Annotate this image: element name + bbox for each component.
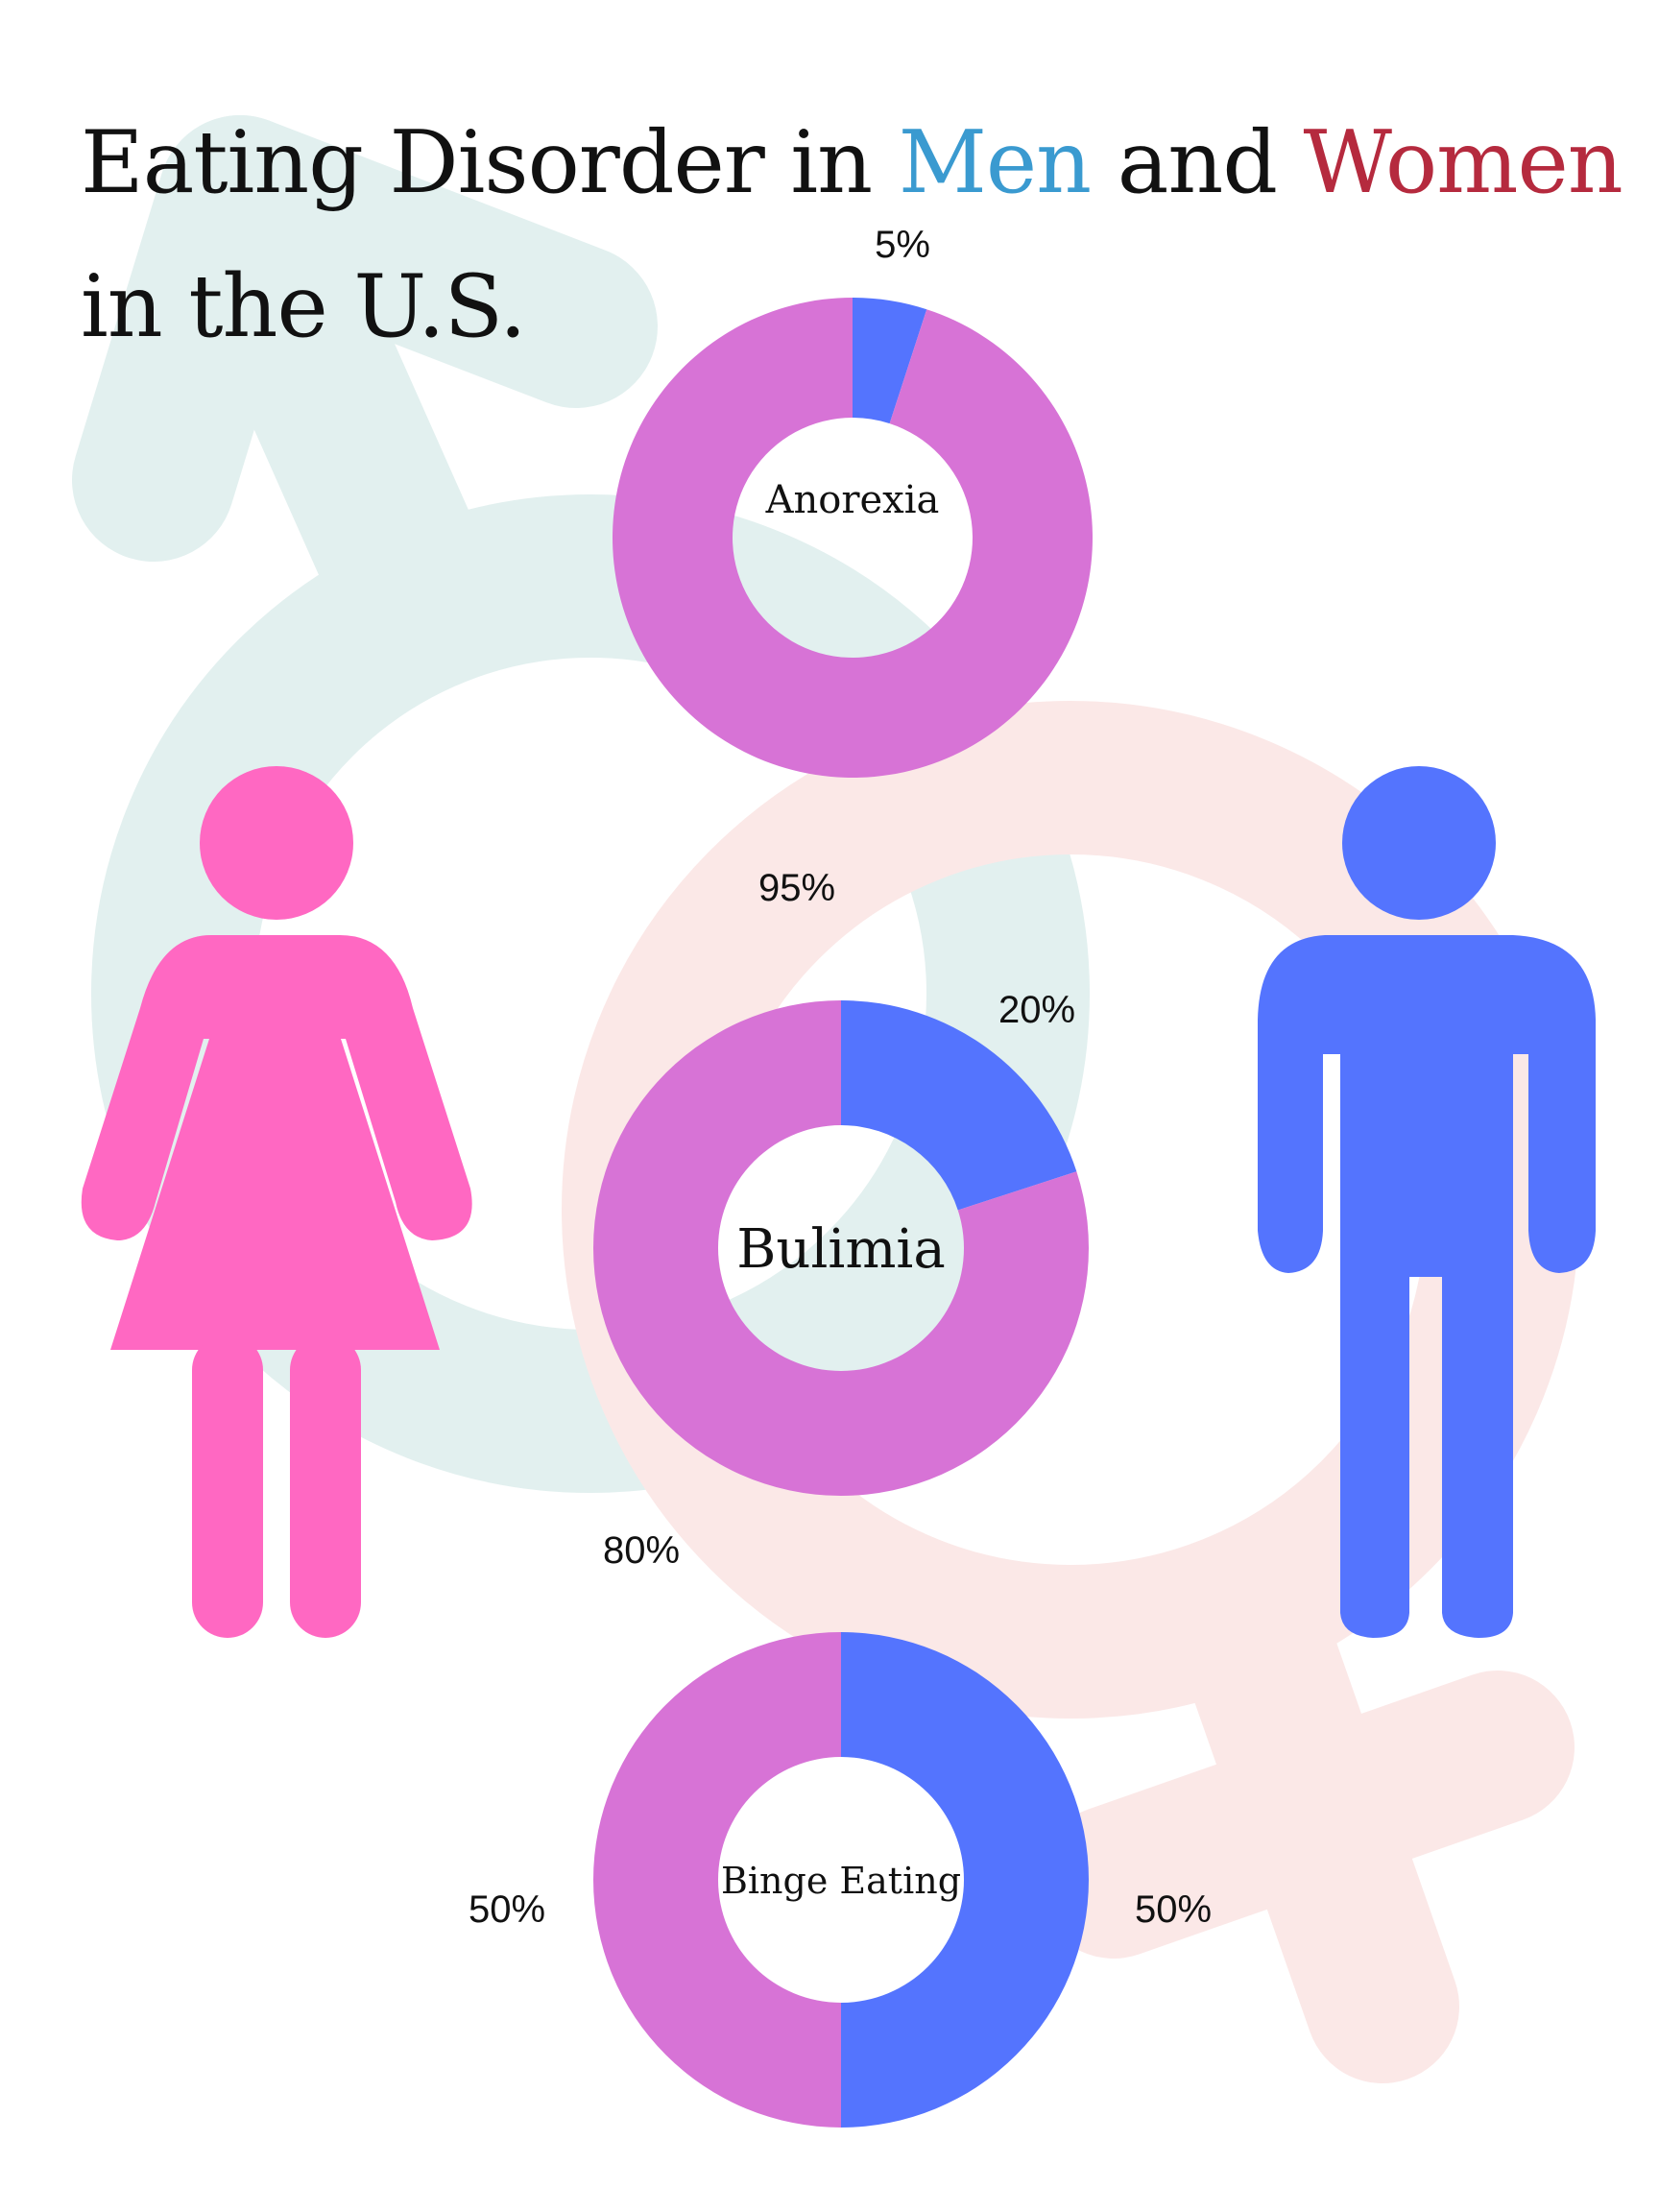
chart-center-label: Anorexia — [765, 478, 940, 522]
slice-women — [613, 298, 1093, 778]
title-part-1: Eating Disorder in — [81, 112, 899, 213]
slice-label-women: 95% — [758, 867, 835, 909]
woman-figure-icon — [81, 766, 472, 1638]
slice-men — [853, 298, 927, 424]
slice-label-women: 50% — [469, 1888, 545, 1931]
man-figure-icon — [1258, 766, 1596, 1638]
title-men: Men — [898, 112, 1092, 213]
donut-chart-0: 5% 95% Anorexia — [613, 224, 1093, 909]
title-women: Women — [1303, 112, 1623, 213]
slice-women — [592, 1000, 1089, 1496]
slice-women — [593, 1632, 841, 2128]
title-part-3: in the U.S. — [81, 256, 527, 357]
donut-chart-2: 50% 50% Binge Eating — [469, 1632, 1212, 2128]
donut-charts: 5% 95% Anorexia 20% 80% Bulimia 50% 50% Binge Ea… — [469, 224, 1212, 2128]
slice-label-men: 20% — [998, 989, 1075, 1031]
slice-label-men: 50% — [1135, 1888, 1212, 1931]
slice-men — [841, 1000, 1077, 1211]
page-title: Eating Disorder in Men and Women in the … — [81, 91, 1636, 379]
chart-center-label: Binge Eating — [721, 1860, 961, 1902]
title-part-2: and — [1091, 112, 1304, 213]
donut-chart-1: 20% 80% Bulimia — [592, 989, 1089, 1572]
slice-men — [841, 1632, 1089, 2128]
slice-label-women: 80% — [603, 1529, 680, 1572]
chart-center-label: Bulimia — [736, 1218, 945, 1281]
slice-label-men: 5% — [875, 224, 930, 266]
